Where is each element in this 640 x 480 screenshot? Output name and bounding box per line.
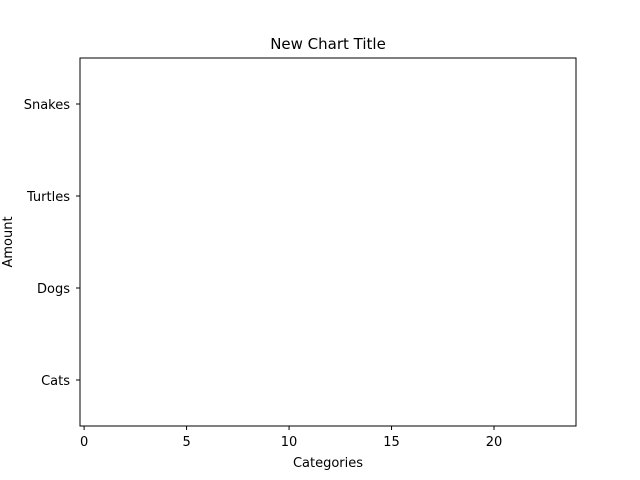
x-tick-label: 15	[383, 435, 400, 450]
chart-title: New Chart Title	[270, 35, 386, 53]
x-tick-label: 10	[281, 435, 298, 450]
y-axis-label: Amount	[1, 216, 16, 267]
y-tick-label: Dogs	[37, 282, 70, 297]
plot-area	[79, 57, 577, 427]
y-tick-label: Snakes	[24, 98, 71, 113]
y-tick-label: Turtles	[26, 190, 70, 205]
x-tick-label: 0	[80, 435, 88, 450]
x-axis-label: Categories	[293, 456, 363, 471]
x-tick-label: 20	[486, 435, 503, 450]
y-axis-ticks: Cats Dogs Turtles Snakes	[24, 98, 80, 389]
y-tick-label: Cats	[41, 374, 70, 389]
x-tick-label: 5	[182, 435, 190, 450]
x-axis-ticks: 0 5 10 15 20	[80, 426, 502, 450]
